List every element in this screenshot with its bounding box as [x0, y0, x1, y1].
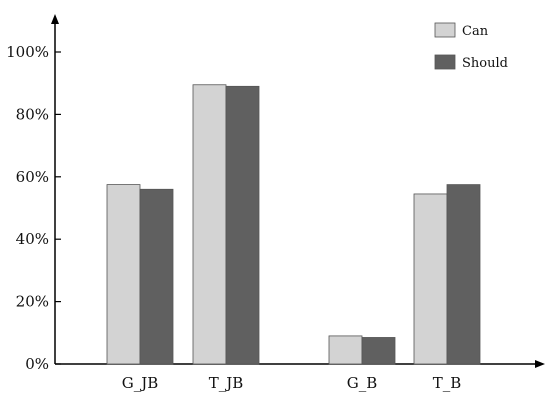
y-tick-label: 40% — [16, 230, 49, 248]
x-axis-arrow — [535, 360, 545, 368]
y-tick-label: 60% — [16, 168, 49, 186]
y-tick-label: 0% — [25, 355, 49, 373]
legend-label-can: Can — [462, 24, 489, 39]
category-label: G_B — [347, 374, 378, 392]
bar-can-g-jb — [106, 184, 141, 365]
bar-can-t-jb — [192, 84, 227, 365]
bar-can-g-b — [328, 335, 363, 365]
legend-swatch-should — [434, 54, 456, 70]
category-label: G_JB — [122, 374, 159, 392]
y-tick-label: 100% — [6, 43, 49, 61]
legend-swatch-can — [434, 22, 456, 38]
bar-should-t-b — [446, 184, 481, 365]
legend-label-should: Should — [462, 56, 508, 71]
x-labels: G_JB T_JB G_B T_B — [122, 374, 462, 392]
y-tick-label: 80% — [16, 105, 49, 123]
legend: Can Should — [434, 22, 508, 71]
category-label: T_B — [433, 374, 462, 392]
bar-should-g-b — [361, 337, 396, 365]
bar-should-t-jb — [225, 85, 260, 365]
y-axis-arrow — [51, 14, 59, 24]
bar-can-t-b — [413, 193, 448, 365]
y-ticks: 0% 20% 40% 60% 80% 100% — [6, 43, 61, 373]
bars — [106, 84, 481, 365]
y-tick-label: 20% — [16, 293, 49, 311]
bar-should-g-jb — [139, 188, 174, 365]
category-label: T_JB — [209, 374, 244, 392]
